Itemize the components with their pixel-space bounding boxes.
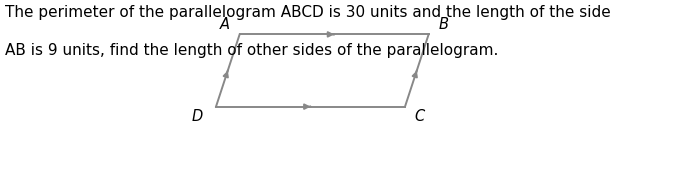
Text: B: B [439,17,448,32]
Text: C: C [414,109,425,125]
Text: AB is 9 units, find the length of other sides of the parallelogram.: AB is 9 units, find the length of other … [5,43,499,58]
Text: The perimeter of the parallelogram ABCD is 30 units and the length of the side: The perimeter of the parallelogram ABCD … [5,5,611,20]
Text: D: D [192,109,202,125]
Text: A: A [220,17,230,32]
